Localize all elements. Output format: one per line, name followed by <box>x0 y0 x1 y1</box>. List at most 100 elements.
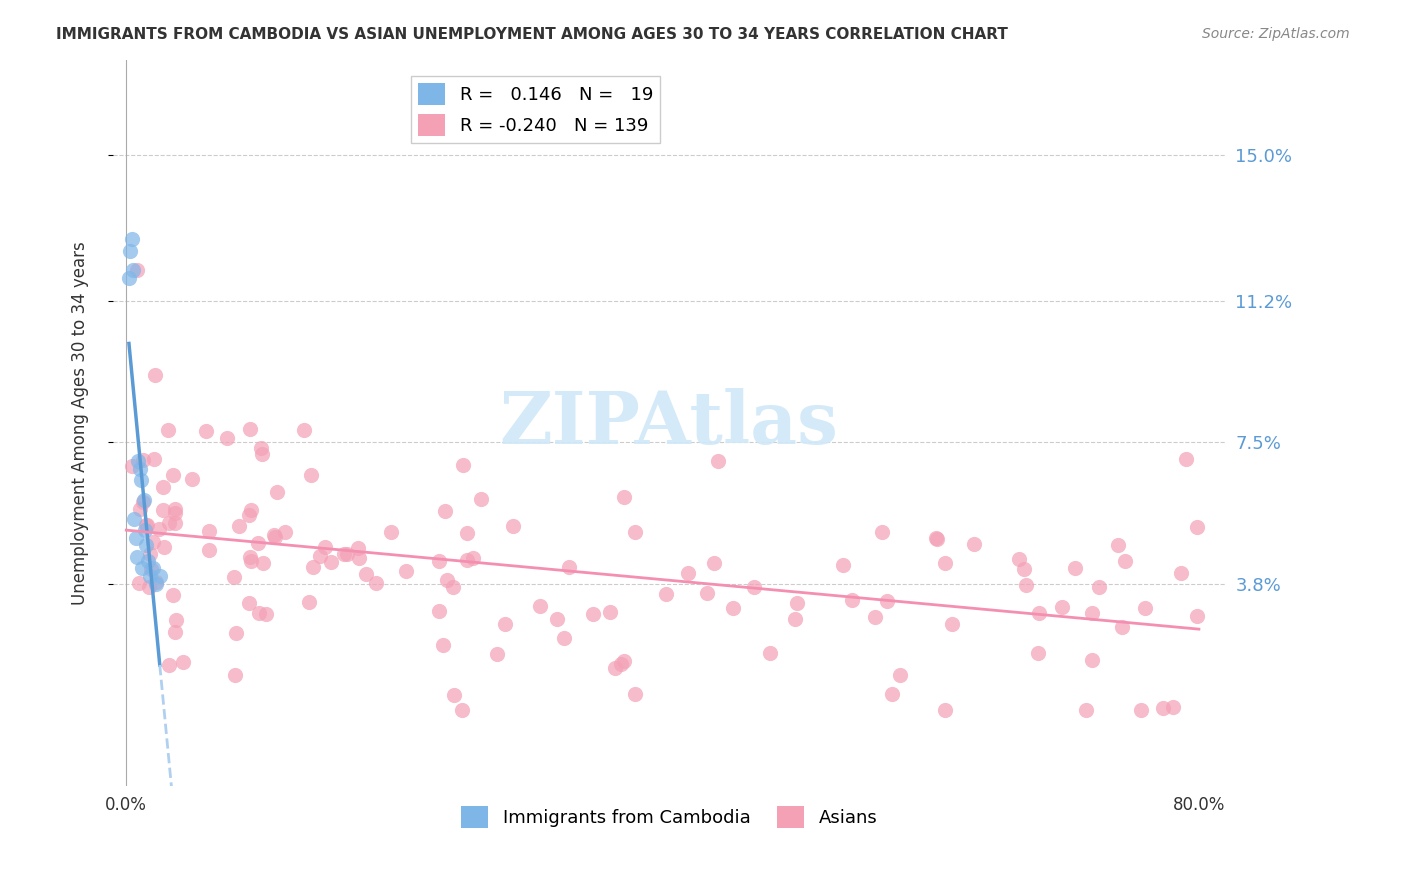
Point <box>240 502 263 516</box>
Point <box>529 599 551 613</box>
Point <box>841 593 863 607</box>
Point <box>157 516 180 530</box>
Point <box>125 263 148 277</box>
Point <box>456 526 478 541</box>
Point <box>149 569 172 583</box>
Point <box>145 368 167 382</box>
Point <box>120 244 142 258</box>
Text: ZIPAtlas: ZIPAtlas <box>501 387 839 458</box>
Point <box>1185 609 1208 624</box>
Point <box>228 519 250 533</box>
Point <box>249 606 271 620</box>
Point <box>121 458 143 473</box>
Point <box>135 517 157 532</box>
Point <box>129 474 152 488</box>
Point <box>494 616 516 631</box>
Point <box>876 594 898 608</box>
Point <box>676 566 699 580</box>
Point <box>239 422 262 436</box>
Point <box>198 543 221 558</box>
Point <box>131 561 153 575</box>
Point <box>319 555 342 569</box>
Point <box>696 586 718 600</box>
Point <box>1088 580 1111 594</box>
Point <box>263 528 285 542</box>
Point <box>613 490 636 504</box>
Point <box>141 562 163 576</box>
Point <box>135 539 157 553</box>
Point <box>153 540 176 554</box>
Point <box>139 569 162 583</box>
Point <box>655 587 678 601</box>
Point <box>609 657 631 671</box>
Point <box>145 576 167 591</box>
Point <box>546 612 568 626</box>
Point <box>336 548 359 562</box>
Point <box>125 549 148 564</box>
Point <box>759 646 782 660</box>
Point <box>1185 520 1208 534</box>
Point <box>432 638 454 652</box>
Point <box>136 554 159 568</box>
Point <box>157 658 180 673</box>
Point <box>1028 607 1050 621</box>
Point <box>128 502 150 516</box>
Point <box>1161 700 1184 714</box>
Y-axis label: Unemployment Among Ages 30 to 34 years: Unemployment Among Ages 30 to 34 years <box>72 241 89 605</box>
Point <box>254 607 277 621</box>
Point <box>127 454 149 468</box>
Point <box>786 597 808 611</box>
Point <box>124 531 146 545</box>
Point <box>366 576 388 591</box>
Point <box>124 511 146 525</box>
Point <box>252 556 274 570</box>
Point <box>264 530 287 544</box>
Point <box>138 580 160 594</box>
Point <box>1174 452 1197 467</box>
Point <box>347 541 370 555</box>
Point <box>145 574 167 589</box>
Point <box>436 573 458 587</box>
Point <box>266 485 288 500</box>
Point <box>222 570 245 584</box>
Text: IMMIGRANTS FROM CAMBODIA VS ASIAN UNEMPLOYMENT AMONG AGES 30 TO 34 YEARS CORRELA: IMMIGRANTS FROM CAMBODIA VS ASIAN UNEMPL… <box>56 27 1008 42</box>
Point <box>172 655 194 669</box>
Point <box>156 423 179 437</box>
Point <box>165 516 187 531</box>
Point <box>880 687 903 701</box>
Point <box>941 617 963 632</box>
Point <box>131 453 153 467</box>
Point <box>142 561 165 575</box>
Point <box>249 441 271 455</box>
Point <box>238 508 260 522</box>
Point <box>181 472 204 486</box>
Point <box>703 556 725 570</box>
Point <box>162 467 184 482</box>
Point <box>215 431 238 445</box>
Point <box>1114 554 1136 568</box>
Text: Source: ZipAtlas.com: Source: ZipAtlas.com <box>1202 27 1350 41</box>
Point <box>1129 703 1152 717</box>
Point <box>299 468 322 483</box>
Point <box>165 614 187 628</box>
Point <box>349 551 371 566</box>
Point <box>1026 646 1049 660</box>
Point <box>934 703 956 717</box>
Point <box>1012 562 1035 576</box>
Point <box>502 519 524 533</box>
Point <box>1135 600 1157 615</box>
Point <box>831 558 853 572</box>
Point <box>148 522 170 536</box>
Point <box>152 480 174 494</box>
Point <box>461 551 484 566</box>
Point <box>1081 606 1104 620</box>
Point <box>434 504 457 518</box>
Point <box>963 537 986 551</box>
Point <box>451 703 474 717</box>
Point <box>1008 552 1031 566</box>
Point <box>624 524 647 539</box>
Point <box>427 553 450 567</box>
Point <box>1050 600 1073 615</box>
Point <box>1107 538 1129 552</box>
Point <box>925 531 948 545</box>
